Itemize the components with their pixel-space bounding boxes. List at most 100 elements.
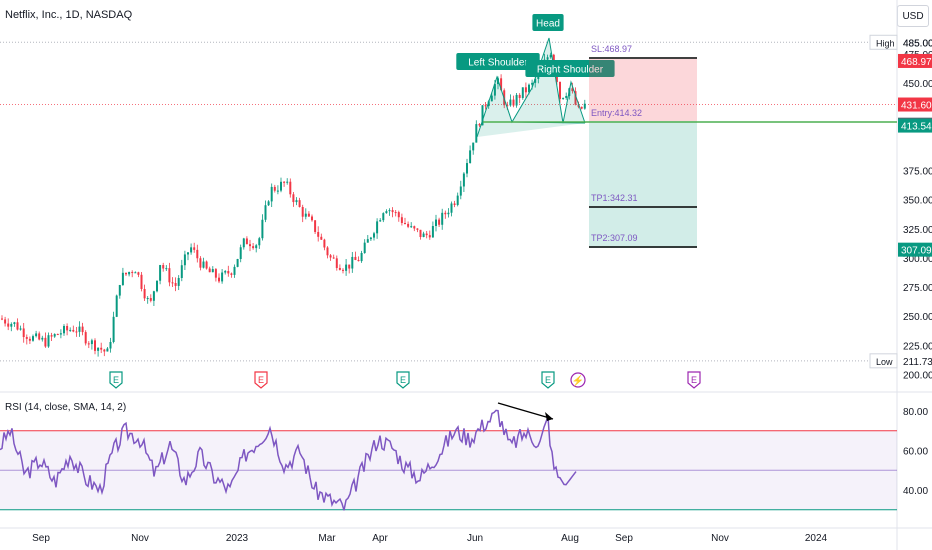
candle-body xyxy=(397,212,400,218)
candle-body xyxy=(4,319,7,324)
candle-body xyxy=(183,254,186,266)
candle-body xyxy=(13,322,16,324)
candle-body xyxy=(311,216,313,221)
candle-body xyxy=(531,82,534,85)
candle-body xyxy=(280,181,282,191)
time-tick-label: Sep xyxy=(32,533,50,544)
split-event-marker xyxy=(570,372,586,388)
time-tick-label: Nov xyxy=(711,533,729,544)
candle-body xyxy=(205,261,208,269)
candle-body xyxy=(7,323,10,327)
candle-body xyxy=(323,239,326,248)
candle-body xyxy=(276,190,279,192)
candle-body xyxy=(32,336,34,341)
price-tick-label: 325.00 xyxy=(903,225,932,236)
candle-body xyxy=(379,220,382,222)
candle-body xyxy=(81,326,84,333)
candle-body xyxy=(431,226,434,238)
earnings-marker xyxy=(396,371,410,389)
sl-label: SL:468.97 xyxy=(591,44,632,54)
candle-body xyxy=(214,269,217,278)
candle-body xyxy=(385,211,388,214)
price-tag-value: 485.00 xyxy=(903,38,932,49)
candle-body xyxy=(165,268,168,270)
candle-body xyxy=(156,280,158,292)
candle-body xyxy=(90,340,93,345)
candle-body xyxy=(425,233,428,236)
label-left-shoulder-box xyxy=(456,53,540,70)
candle-body xyxy=(512,99,515,106)
candle-body xyxy=(562,97,565,99)
candle-body xyxy=(199,258,202,268)
candle-body xyxy=(295,200,298,203)
candle-body xyxy=(227,271,230,274)
candle-body xyxy=(140,274,143,289)
price-tick-label: 200.00 xyxy=(903,371,932,382)
candle-body xyxy=(509,99,512,106)
candle-body xyxy=(478,124,481,126)
candle-body xyxy=(301,207,304,217)
candle-body xyxy=(450,203,453,213)
rsi-tick-label: 40.00 xyxy=(903,486,928,497)
rsi-line xyxy=(0,409,577,511)
earnings-marker xyxy=(687,371,701,389)
candle-body xyxy=(264,205,267,220)
candle-body xyxy=(441,212,444,225)
candle-body xyxy=(317,231,320,237)
candle-body xyxy=(481,105,484,126)
candle-body xyxy=(106,348,109,352)
divergence-line xyxy=(497,402,554,420)
candle-body xyxy=(435,219,437,227)
candle-body xyxy=(552,54,555,63)
candle-body xyxy=(75,331,78,333)
time-tick-label: Sep xyxy=(615,533,633,544)
candle-body xyxy=(351,256,354,269)
drawings: Left Shoulder Head Right Shoulder SL:468.97… xyxy=(109,14,897,389)
candle-body xyxy=(196,249,199,259)
candle-body xyxy=(134,272,137,274)
candle-body xyxy=(174,283,177,286)
candle-body xyxy=(459,186,462,196)
candle-body xyxy=(484,105,487,107)
candle-body xyxy=(159,265,162,281)
candle-body xyxy=(571,88,574,92)
candle-body xyxy=(109,342,112,349)
candle-body xyxy=(190,247,193,253)
label-head-box xyxy=(532,14,564,31)
candle-body xyxy=(357,259,360,262)
candle-body xyxy=(218,277,220,282)
price-tag-value: 211.73 xyxy=(903,357,932,368)
candle-body xyxy=(335,258,338,268)
candle-body xyxy=(515,94,518,106)
candle-body xyxy=(245,238,248,245)
candle-body xyxy=(25,337,28,339)
earnings-marker-label: E xyxy=(400,375,406,385)
candle-body xyxy=(249,244,251,247)
entry-label: Entry:414.32 xyxy=(591,108,642,118)
price-tag-value: 413.54 xyxy=(901,122,932,133)
candle-body xyxy=(580,106,583,109)
candle-body xyxy=(180,265,183,278)
candle-body xyxy=(35,333,38,337)
candle-body xyxy=(298,200,301,208)
candle-body xyxy=(168,268,171,283)
candle-body xyxy=(261,219,264,239)
candle-body xyxy=(94,340,96,351)
price-tick-label: 225.00 xyxy=(903,341,932,352)
candle-body xyxy=(286,181,289,183)
candle-body xyxy=(472,142,475,151)
candle-body xyxy=(475,124,478,143)
candle-body xyxy=(332,257,335,259)
candle-body xyxy=(239,247,242,260)
candle-body xyxy=(546,57,549,60)
candle-body xyxy=(63,325,65,334)
pattern-fill xyxy=(477,38,585,137)
candle-body xyxy=(565,96,568,98)
candle-body xyxy=(41,337,44,340)
candle-body xyxy=(453,203,456,205)
candle-body xyxy=(490,95,493,102)
candle-body xyxy=(273,186,276,191)
candle-body xyxy=(326,247,329,256)
time-tick-label: 2023 xyxy=(226,533,249,544)
